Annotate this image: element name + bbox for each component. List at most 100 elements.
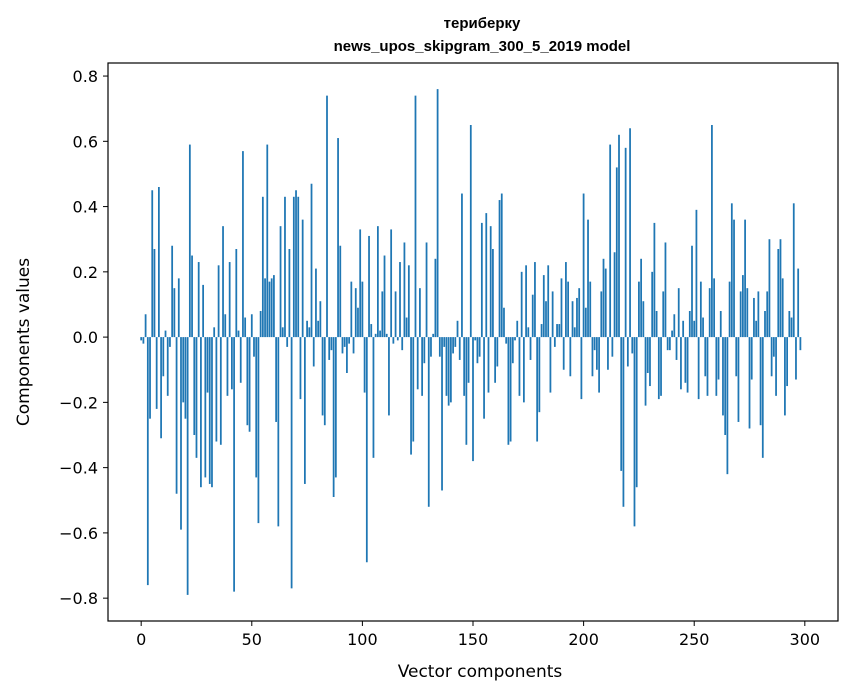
bar [206,337,209,393]
bar [403,242,406,338]
bar [217,265,220,338]
bar [686,337,689,393]
bar [713,278,716,338]
bar [463,337,466,396]
bar [730,203,733,338]
bar [306,320,308,338]
bar [666,337,669,351]
bar [613,252,616,338]
bar [655,311,658,338]
bar [157,187,160,338]
bar [390,229,393,338]
bar [436,89,439,338]
bar [312,337,315,367]
bar [770,337,773,377]
bar [385,333,388,338]
bar [416,337,419,390]
bar [315,268,317,338]
bar [374,333,377,338]
bar [235,249,238,338]
bar [542,275,545,338]
bar [208,337,211,484]
x-tick-label: 50 [242,630,262,649]
bar [788,311,791,338]
y-axis-label: Components values [14,258,34,426]
bar [357,307,359,338]
bar [558,324,561,338]
bar [483,337,485,419]
bar [620,337,623,471]
bar [633,337,636,527]
bar [571,301,574,338]
bar [149,337,151,419]
bar [578,288,581,338]
bar [677,288,680,338]
bar [253,337,255,357]
bar [182,337,185,403]
bar [693,320,696,338]
bar [443,337,446,347]
bar [346,337,348,373]
bar [640,258,643,338]
bar [611,337,614,357]
bar [480,222,483,338]
bar [753,297,755,338]
bar [410,337,412,455]
bar [697,337,700,400]
bar [691,245,693,338]
bar [180,337,182,530]
bar [242,151,244,338]
bar [790,317,793,338]
bar [540,324,543,338]
bar [494,337,497,383]
bar [792,203,795,338]
bar [649,337,651,387]
bar [487,337,490,393]
chart-title-line2: news_upos_skipgram_300_5_2019 model [334,38,631,55]
bar [786,337,789,387]
bar [339,245,342,338]
x-tick-label: 250 [679,630,710,649]
bar [492,249,494,338]
bar [711,125,713,338]
bar [279,226,282,338]
bar [646,337,649,373]
bar [270,278,273,338]
bar [505,337,508,344]
bar [230,337,233,390]
bar [516,320,519,338]
y-tick-label: −0.8 [59,589,98,608]
bar [452,337,454,354]
bar [288,249,291,338]
bar [797,268,800,338]
bar [146,337,149,586]
bar [188,144,191,338]
bar [624,147,627,338]
bar [465,337,468,445]
bar [295,190,297,338]
bar [140,337,143,341]
bar [618,134,620,338]
y-tick-label: 0.6 [73,132,98,151]
bar [565,262,567,338]
bar [219,337,222,445]
bar [248,337,251,432]
bar [660,337,662,396]
bar [545,301,547,338]
bar [250,314,253,338]
bar [343,337,346,347]
bar [534,262,536,338]
bar [474,337,477,341]
x-tick-label: 300 [790,630,821,649]
bar [706,337,709,396]
bar [372,337,375,458]
bar [726,337,729,475]
bar [735,337,738,377]
bar [142,337,145,344]
bar [224,314,227,338]
bar [562,337,565,370]
bar [381,291,384,338]
bar [626,337,629,367]
bar [702,317,704,338]
